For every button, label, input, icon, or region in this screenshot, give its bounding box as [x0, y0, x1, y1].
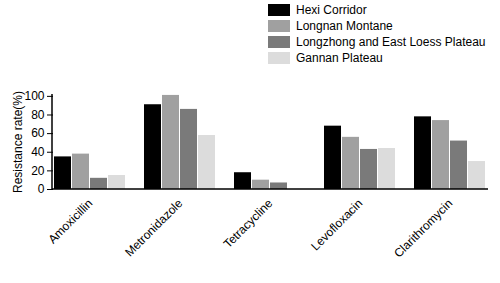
svg-text:60: 60: [31, 126, 45, 140]
svg-text:20: 20: [31, 164, 45, 178]
svg-text:Amoxicillin: Amoxicillin: [45, 196, 95, 246]
svg-text:40: 40: [31, 145, 45, 159]
svg-text:80: 80: [31, 108, 45, 122]
svg-text:0: 0: [38, 182, 45, 196]
svg-text:Tetracycline: Tetracycline: [221, 196, 276, 251]
html-text:Longzhong and East Loess Plate: Longzhong and East Loess Plateau: [296, 35, 486, 49]
svg-text:Levofloxacin: Levofloxacin: [308, 196, 365, 253]
html-text:Gannan Plateau: Gannan Plateau: [296, 51, 383, 65]
html-text:Hexi Corridor: Hexi Corridor: [296, 3, 367, 17]
svg-text:Resistance rate(%): Resistance rate(%): [11, 91, 25, 193]
svg-text:100: 100: [24, 89, 44, 103]
svg-text:Metronidazole: Metronidazole: [122, 196, 185, 259]
html-text:Longnan Montane: Longnan Montane: [296, 19, 393, 33]
svg-text:Clarithromycin: Clarithromycin: [391, 196, 455, 260]
